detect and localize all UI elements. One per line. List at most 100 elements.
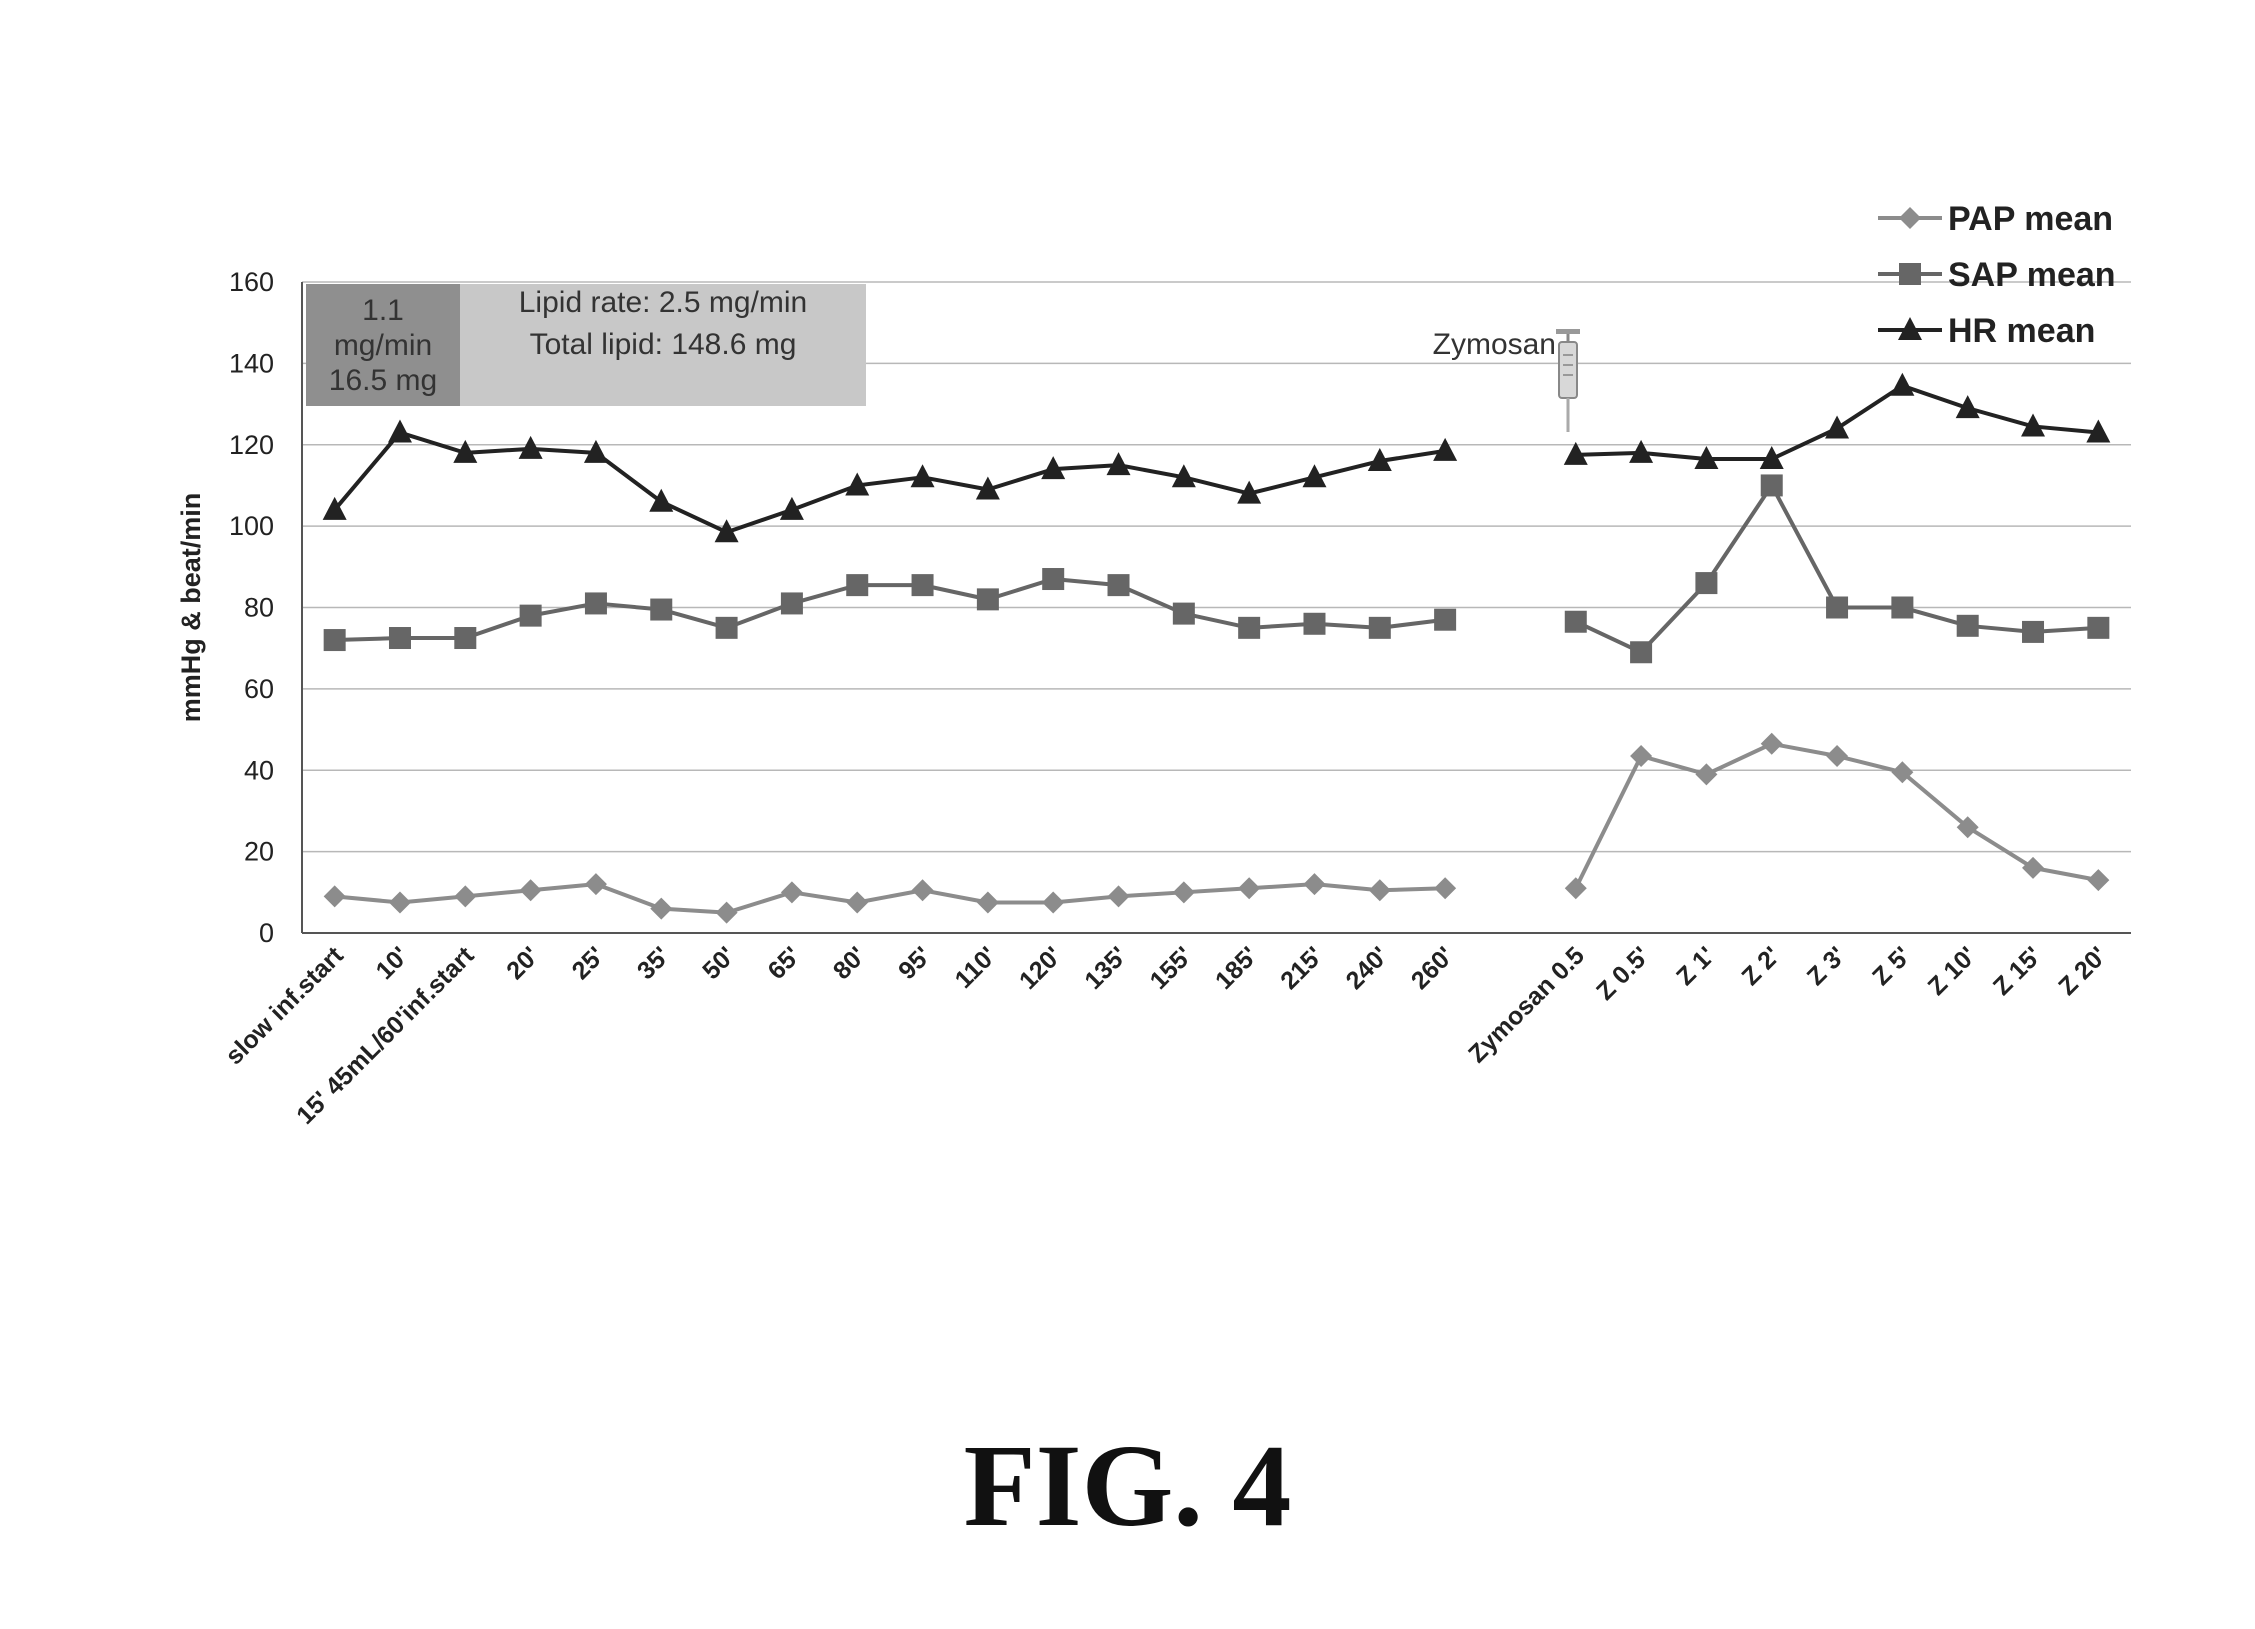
figure-caption: FIG. 4 (0, 1418, 2255, 1554)
data-point-pap (1238, 877, 1260, 899)
data-point-sap (1303, 613, 1325, 635)
data-point-pap (650, 898, 672, 920)
data-point-sap (324, 629, 346, 651)
x-tick-label: Z 2' (1736, 941, 1786, 991)
x-tick-label: 185' (1210, 941, 1263, 994)
data-point-pap (846, 891, 868, 913)
x-tick-label: Z 1' (1671, 941, 1721, 991)
data-point-pap (1630, 745, 1652, 767)
data-point-sap (1630, 641, 1652, 663)
data-point-hr (649, 489, 673, 512)
data-point-sap (1238, 617, 1260, 639)
data-point-sap (1369, 617, 1391, 639)
syringe-icon (1556, 329, 1580, 432)
x-tick-label: Z 20' (2053, 941, 2112, 1000)
x-tick-label: 120' (1014, 941, 1067, 994)
x-tick-label: 80' (828, 941, 872, 985)
data-point-pap (1303, 873, 1325, 895)
data-point-sap (1434, 609, 1456, 631)
y-tick-label: 120 (229, 430, 274, 460)
initial-dose-amount: 16.5 mg (329, 364, 437, 397)
data-point-sap (585, 592, 607, 614)
x-tick-label: 25' (567, 941, 611, 985)
data-point-sap (1042, 568, 1064, 590)
data-point-sap (520, 605, 542, 627)
data-point-pap (2087, 869, 2109, 891)
data-point-sap (1108, 574, 1130, 596)
x-tick-label: 215' (1275, 941, 1328, 994)
data-point-sap (716, 617, 738, 639)
data-point-pap (1826, 745, 1848, 767)
series-sap (324, 474, 2110, 663)
y-tick-label: 100 (229, 511, 274, 541)
series-line-pap (335, 884, 1445, 912)
x-tick-label: 155' (1145, 941, 1198, 994)
data-point-sap (977, 588, 999, 610)
x-tick-label: Z 15' (1988, 941, 2047, 1000)
legend-marker-sap (1899, 263, 1921, 285)
x-tick-label: Z 10' (1923, 941, 1982, 1000)
data-point-sap (454, 627, 476, 649)
x-tick-label: 95' (893, 941, 937, 985)
data-point-sap (650, 599, 672, 621)
data-point-pap (1108, 885, 1130, 907)
y-tick-label: 20 (244, 837, 274, 867)
series-line-sap (335, 579, 1445, 640)
initial-dose-rate-line1: 1.1 (362, 294, 404, 327)
x-tick-label: 135' (1079, 941, 1132, 994)
data-point-sap (1695, 572, 1717, 594)
y-tick-label: 60 (244, 674, 274, 704)
data-point-sap (846, 574, 868, 596)
data-point-pap (716, 902, 738, 924)
data-point-pap (520, 879, 542, 901)
data-point-sap (389, 627, 411, 649)
data-point-pap (585, 873, 607, 895)
data-point-pap (389, 891, 411, 913)
data-point-hr (1433, 438, 1457, 461)
series-pap (324, 733, 2110, 924)
x-tick-label: 110' (950, 941, 1003, 994)
series-line-hr (335, 433, 1445, 533)
x-tick-label: 240' (1341, 941, 1394, 994)
x-tick-label: 35' (632, 941, 676, 985)
data-point-pap (1173, 881, 1195, 903)
legend-label-hr: HR mean (1948, 312, 2095, 350)
data-point-sap (1761, 474, 1783, 496)
x-tick-label: 20' (501, 941, 545, 985)
series-line-sap (1576, 485, 2099, 652)
series (323, 373, 2111, 924)
data-point-sap (781, 592, 803, 614)
data-point-pap (1565, 877, 1587, 899)
data-point-hr (388, 420, 412, 443)
legend-marker-pap (1899, 207, 1921, 229)
x-tick-label: 10' (371, 941, 415, 985)
data-point-hr (911, 464, 935, 487)
data-point-pap (1369, 879, 1391, 901)
data-point-sap (1173, 603, 1195, 625)
x-tick-label: Zymosan 0.5 (1463, 941, 1590, 1068)
x-tick-label: 65' (762, 941, 806, 985)
data-point-pap (2022, 857, 2044, 879)
total-lipid-text: Total lipid: 148.6 mg (530, 328, 797, 361)
y-axis-ticks: 020406080100120140160 (229, 267, 274, 948)
legend-label-sap: SAP mean (1948, 256, 2116, 294)
legend-label-pap: PAP mean (1948, 200, 2113, 238)
x-tick-label: 260' (1406, 941, 1459, 994)
y-axis-label: mmHg & beat/min (176, 493, 206, 723)
x-tick-label: 50' (697, 941, 741, 985)
data-point-sap (1891, 597, 1913, 619)
data-point-sap (1565, 611, 1587, 633)
data-point-pap (1042, 891, 1064, 913)
data-point-hr (1890, 373, 1914, 396)
data-point-pap (977, 891, 999, 913)
data-point-sap (2022, 621, 2044, 643)
x-tick-label: slow inf.start (220, 941, 349, 1070)
y-tick-label: 160 (229, 267, 274, 297)
x-tick-label: Z 3' (1802, 941, 1852, 991)
x-tick-label: Z 0.5' (1591, 941, 1655, 1005)
data-point-hr (1825, 415, 1849, 438)
y-tick-label: 140 (229, 348, 274, 378)
y-tick-label: 40 (244, 755, 274, 785)
x-axis-ticks: slow inf.start10'15' 45mL/60'inf.start20… (220, 941, 2113, 1130)
